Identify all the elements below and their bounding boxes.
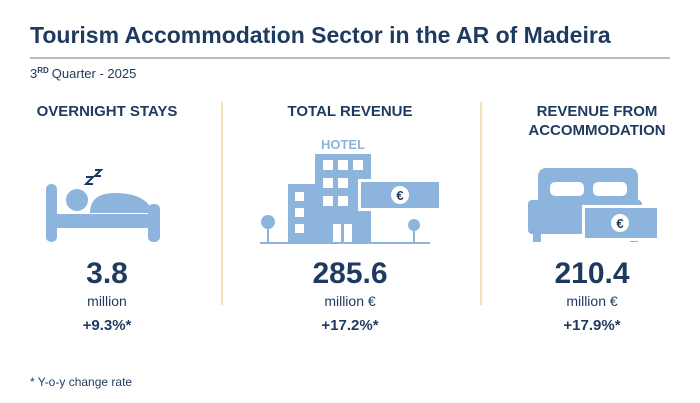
bed-icon: [46, 169, 160, 242]
panel-label: OVERNIGHT STAYS: [37, 103, 178, 120]
panel-label: TOTAL REVENUE: [287, 103, 412, 120]
hotel-icon: HOTEL €: [260, 137, 442, 244]
panel-unit: million €: [566, 293, 618, 309]
hotel-sign: HOTEL: [321, 137, 365, 152]
panel-change: +17.2%*: [321, 317, 378, 334]
panel-label: REVENUE FROM: [537, 103, 658, 120]
subtitle-suffix: RD: [37, 66, 49, 75]
panel-unit: million: [87, 293, 127, 309]
panel-label: ACCOMMODATION: [528, 122, 665, 139]
footnote: * Y-o-y change rate: [30, 375, 132, 389]
euro-sign: €: [396, 188, 403, 203]
panel-value: 210.4: [554, 257, 629, 290]
double-bed-icon: €: [528, 168, 660, 242]
subtitle: 3RD Quarter - 2025: [30, 66, 136, 81]
panel-change: +9.3%*: [83, 317, 132, 334]
panel-unit: million €: [324, 293, 376, 309]
panel-value: 3.8: [86, 257, 128, 290]
panel-change: +17.9%*: [563, 317, 620, 334]
subtitle-text: Quarter - 2025: [52, 66, 137, 81]
title: Tourism Accommodation Sector in the AR o…: [30, 22, 611, 48]
subtitle-ordinal: 3: [30, 66, 37, 81]
euro-sign: €: [616, 216, 623, 231]
panel-value: 285.6: [312, 257, 387, 290]
